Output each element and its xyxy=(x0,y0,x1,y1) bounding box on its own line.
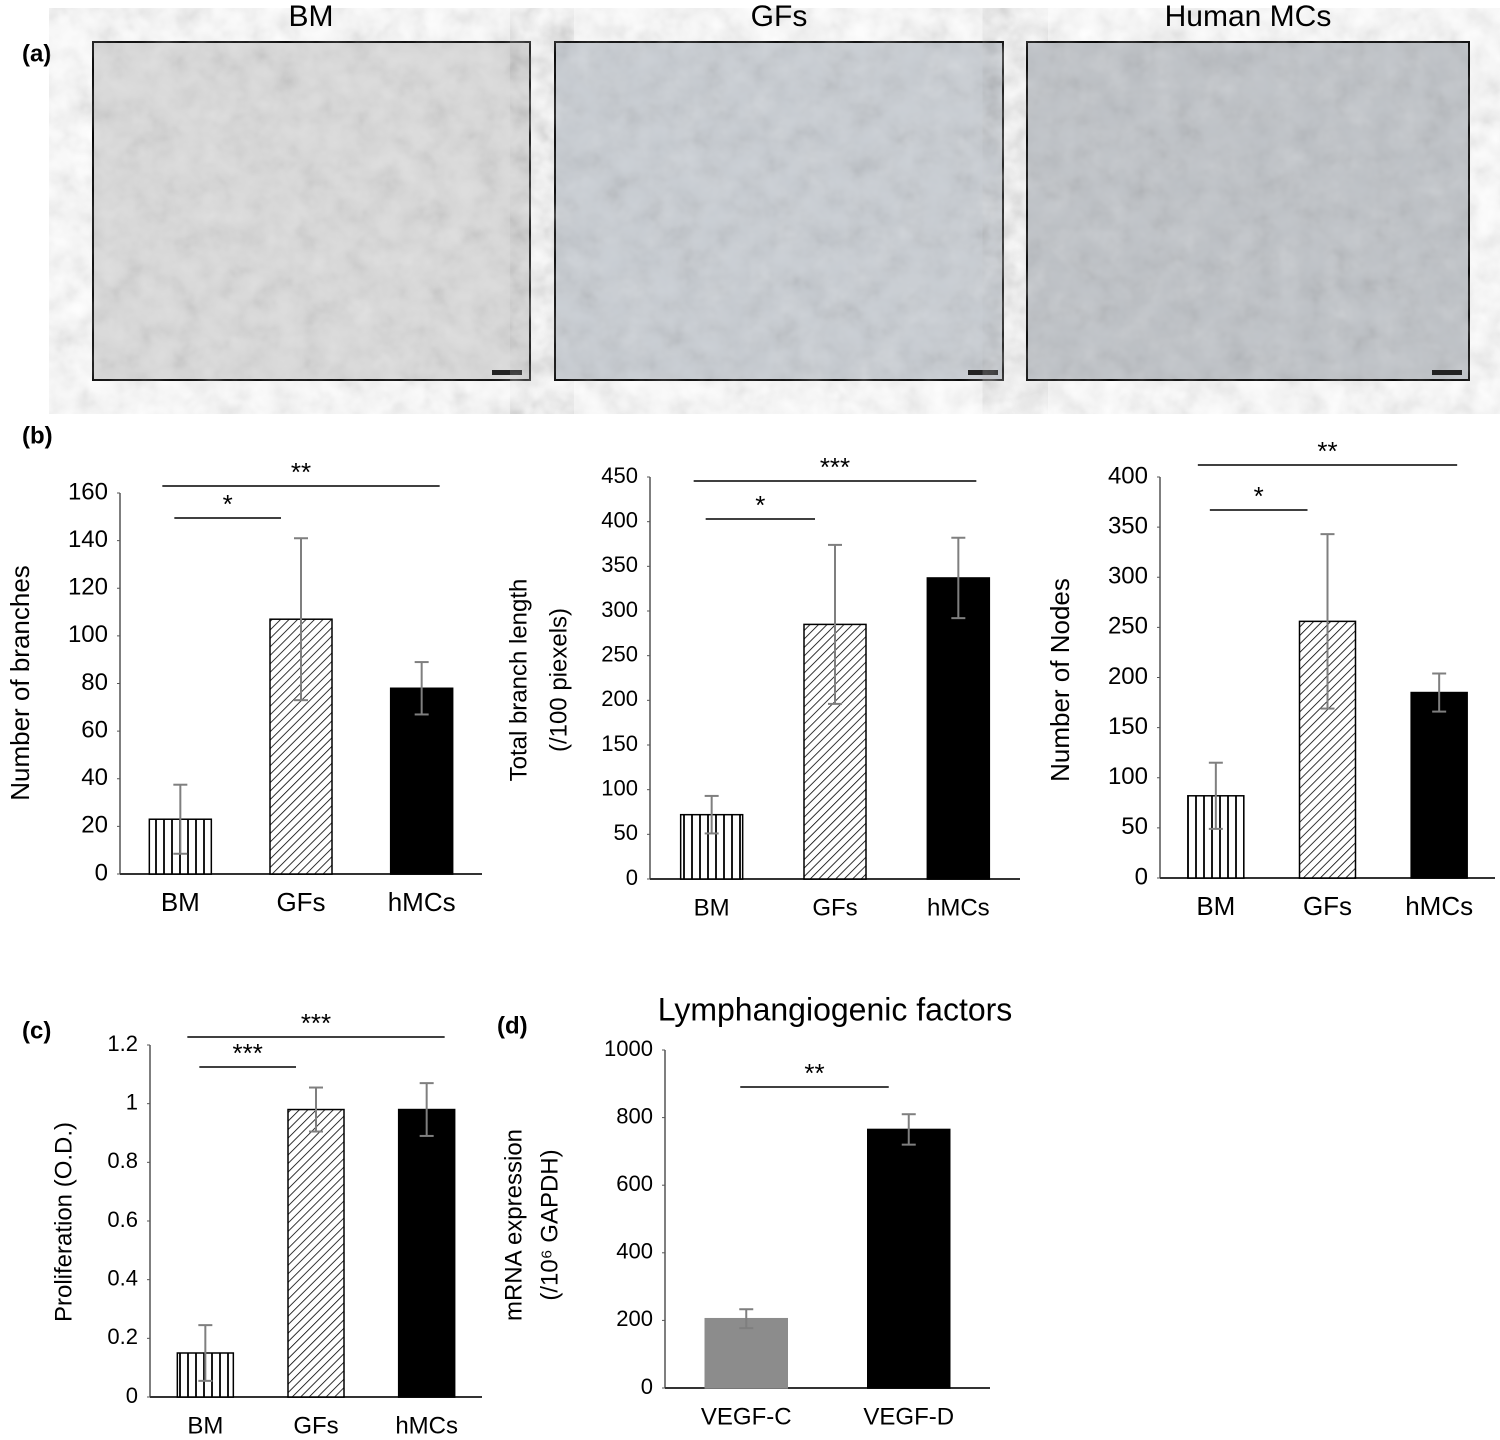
y-axis-label: mRNA expression xyxy=(500,1129,527,1321)
y-tick-label: 1.2 xyxy=(107,1031,138,1056)
panel-label: (b) xyxy=(22,422,53,449)
y-tick-label: 0 xyxy=(126,1383,138,1408)
bar xyxy=(397,1108,456,1398)
y-tick-label: 250 xyxy=(601,641,638,666)
y-tick-label: 60 xyxy=(81,716,108,743)
micrograph: BM xyxy=(92,0,531,381)
bar xyxy=(926,577,991,880)
x-tick-label: hMCs xyxy=(395,1412,458,1439)
y-tick-label: 250 xyxy=(1108,613,1148,640)
y-tick-label: 0.6 xyxy=(107,1207,138,1232)
x-tick-label: BM xyxy=(187,1412,223,1439)
x-tick-label: GFs xyxy=(1303,891,1352,921)
bar xyxy=(867,1128,951,1389)
y-tick-label: 600 xyxy=(616,1171,653,1196)
y-tick-label: 200 xyxy=(601,686,638,711)
y-tick-label: 80 xyxy=(81,669,108,696)
y-tick-label: 400 xyxy=(616,1239,653,1264)
y-tick-label: 100 xyxy=(601,775,638,800)
significance-label: * xyxy=(755,490,765,520)
x-tick-label: hMCs xyxy=(1405,891,1473,921)
significance-label: *** xyxy=(301,1008,331,1038)
y-tick-label: 50 xyxy=(1121,813,1148,840)
significance-label: *** xyxy=(232,1038,262,1068)
y-axis-label: (/100 piexels) xyxy=(545,608,572,752)
image-title: GFs xyxy=(751,0,808,33)
y-axis-label: Number of Nodes xyxy=(1045,578,1075,782)
x-tick-label: BM xyxy=(694,894,730,921)
y-tick-label: 0 xyxy=(1135,863,1148,890)
y-tick-label: 20 xyxy=(81,812,108,839)
y-tick-label: 300 xyxy=(601,597,638,622)
y-tick-label: 1 xyxy=(126,1089,138,1114)
y-tick-label: 0.2 xyxy=(107,1324,138,1349)
x-tick-label: BM xyxy=(1196,891,1235,921)
y-tick-label: 160 xyxy=(68,478,108,505)
x-tick-label: hMCs xyxy=(927,894,990,921)
y-tick-label: 0.4 xyxy=(107,1265,138,1290)
significance-label: *** xyxy=(820,452,850,482)
bar xyxy=(389,687,454,875)
y-axis-label: Proliferation (O.D.) xyxy=(50,1122,77,1322)
micrograph: Human MCs xyxy=(1026,0,1470,381)
image-title: Human MCs xyxy=(1165,0,1332,33)
bar xyxy=(1410,691,1468,879)
y-tick-label: 120 xyxy=(68,574,108,601)
y-tick-label: 150 xyxy=(601,731,638,756)
significance-label: ** xyxy=(804,1058,824,1088)
y-tick-label: 150 xyxy=(1108,713,1148,740)
y-tick-label: 50 xyxy=(614,820,638,845)
panel-label: (a) xyxy=(22,40,51,67)
y-tick-label: 40 xyxy=(81,764,108,791)
image-title: BM xyxy=(289,0,334,33)
chart-title: Lymphangiogenic factors xyxy=(658,991,1013,1027)
y-tick-label: 0 xyxy=(626,865,638,890)
y-tick-label: 450 xyxy=(601,463,638,488)
micrograph: GFs xyxy=(554,0,1004,381)
y-axis-label: Number of branches xyxy=(5,565,35,801)
y-tick-label: 200 xyxy=(616,1306,653,1331)
y-tick-label: 140 xyxy=(68,526,108,553)
x-tick-label: BM xyxy=(161,887,200,917)
significance-label: ** xyxy=(1317,436,1337,466)
bar xyxy=(287,1108,345,1398)
y-tick-label: 1000 xyxy=(604,1036,653,1061)
y-tick-label: 800 xyxy=(616,1103,653,1128)
y-tick-label: 100 xyxy=(1108,763,1148,790)
x-tick-label: VEGF-C xyxy=(701,1403,792,1430)
significance-label: * xyxy=(223,489,233,519)
y-tick-label: 0.8 xyxy=(107,1148,138,1173)
x-tick-label: VEGF-D xyxy=(863,1403,954,1430)
y-tick-label: 350 xyxy=(601,552,638,577)
y-axis-label: (/10⁶ GAPDH) xyxy=(536,1149,563,1300)
y-tick-label: 100 xyxy=(68,621,108,648)
y-tick-label: 300 xyxy=(1108,563,1148,590)
y-axis-label: Total branch length xyxy=(505,579,532,782)
y-tick-label: 0 xyxy=(641,1374,653,1399)
x-tick-label: hMCs xyxy=(388,887,456,917)
panel-label: (c) xyxy=(22,1017,51,1044)
significance-label: ** xyxy=(291,457,311,487)
x-tick-label: GFs xyxy=(293,1412,338,1439)
y-tick-label: 200 xyxy=(1108,663,1148,690)
x-tick-label: GFs xyxy=(812,894,857,921)
significance-label: * xyxy=(1254,481,1264,511)
x-tick-label: GFs xyxy=(276,887,325,917)
panel-label: (d) xyxy=(497,1012,528,1039)
y-tick-label: 400 xyxy=(601,507,638,532)
y-tick-label: 0 xyxy=(95,859,108,886)
y-tick-label: 400 xyxy=(1108,462,1148,489)
y-tick-label: 350 xyxy=(1108,512,1148,539)
